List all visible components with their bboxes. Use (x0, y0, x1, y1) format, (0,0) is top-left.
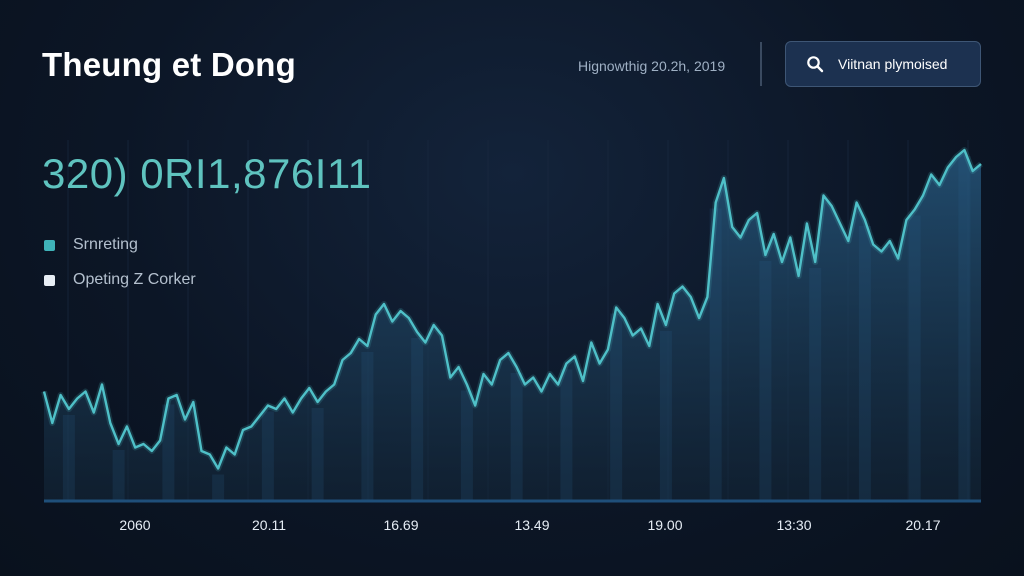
legend-item[interactable]: Opeting Z Corker (44, 271, 196, 289)
area-shade-band (311, 408, 324, 500)
x-tick-label: 19.00 (647, 517, 682, 533)
legend-label: Srnreting (73, 236, 138, 253)
x-tick-label: 13:30 (776, 517, 811, 533)
area-shade-band (510, 373, 523, 500)
area-shade-band (610, 313, 623, 500)
area-shade-band (162, 404, 175, 500)
header-divider (760, 42, 762, 86)
summary-value: 320) 0RI1,876I11 (42, 150, 372, 197)
area-shade-band (858, 226, 871, 500)
x-tick-label: 13.49 (514, 517, 549, 533)
area-shade-band (659, 331, 672, 500)
area-shade-band (361, 352, 374, 500)
area-shade-band (460, 390, 473, 500)
date-stamp: Hignowthig 20.2h, 2019 (578, 58, 726, 74)
x-tick-label: 20.11 (252, 517, 286, 533)
legend-swatch (44, 239, 55, 251)
page-title: Theung et Dong (42, 46, 296, 83)
area-shade-band (212, 474, 225, 500)
area-shade-band (62, 415, 75, 500)
chart-legend: Srnreting Opeting Z Corker (44, 236, 196, 306)
area-shade-band (411, 338, 424, 500)
area-shade-band (759, 261, 772, 500)
area-shade-band (112, 450, 125, 500)
search-icon (807, 56, 824, 73)
search-button[interactable]: Viitnan plymoised (785, 41, 981, 87)
area-shade-band (809, 268, 822, 500)
search-button-label: Viitnan plymoised (838, 56, 948, 72)
legend-label: Opeting Z Corker (73, 271, 196, 288)
area-shade-band (908, 215, 921, 500)
area-shade-band (261, 411, 274, 500)
series-area-fill (44, 150, 981, 500)
x-tick-label: 16.69 (383, 517, 418, 533)
area-shade-band (958, 156, 971, 500)
legend-item[interactable]: Srnreting (44, 236, 196, 254)
x-tick-label: 20.17 (905, 517, 940, 533)
series-line (42, 148, 982, 470)
legend-swatch (44, 274, 55, 286)
area-shade-band (709, 208, 722, 500)
area-shade-band (560, 369, 573, 500)
x-tick-label: 2060 (119, 517, 150, 533)
